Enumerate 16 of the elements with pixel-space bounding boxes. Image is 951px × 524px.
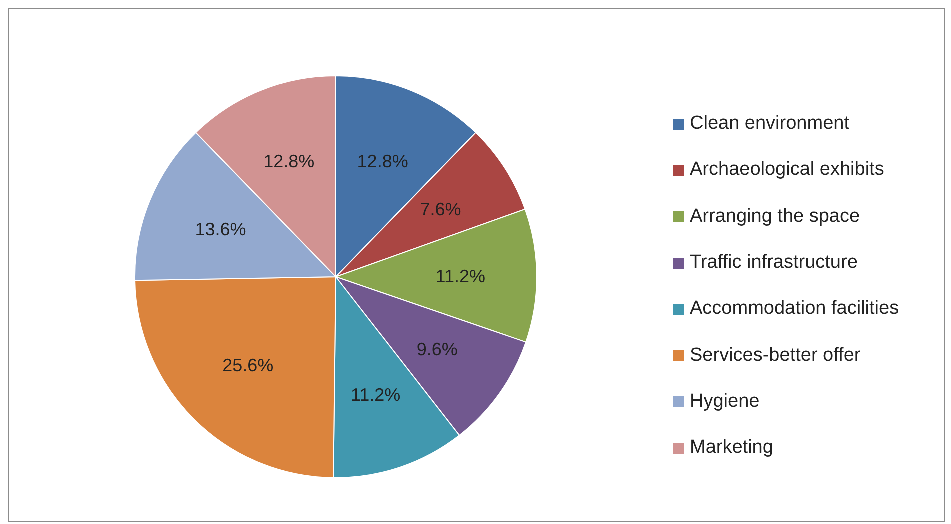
legend-label: Arranging the space	[690, 206, 860, 228]
legend-label: Clean environment	[690, 113, 850, 136]
data-label: 11.2%	[436, 266, 486, 286]
data-label: 13.6%	[195, 219, 246, 240]
legend-label: Traffic infrastructure	[690, 252, 858, 274]
data-label: 25.6%	[222, 355, 274, 376]
legend-label: Accommodation facilities	[690, 298, 900, 320]
data-label: 9.6%	[416, 339, 458, 360]
legend-label: Hygiene	[690, 390, 760, 413]
legend-label: Marketing	[690, 437, 774, 460]
data-label: 12.8%	[357, 152, 408, 172]
data-label: 11.2%	[350, 385, 401, 406]
legend-label: Services-better offer	[690, 344, 861, 367]
data-label: 7.6%	[420, 200, 462, 220]
legend-label: Archaeological exhibits	[690, 159, 884, 182]
data-label: 12.8%	[264, 152, 315, 172]
